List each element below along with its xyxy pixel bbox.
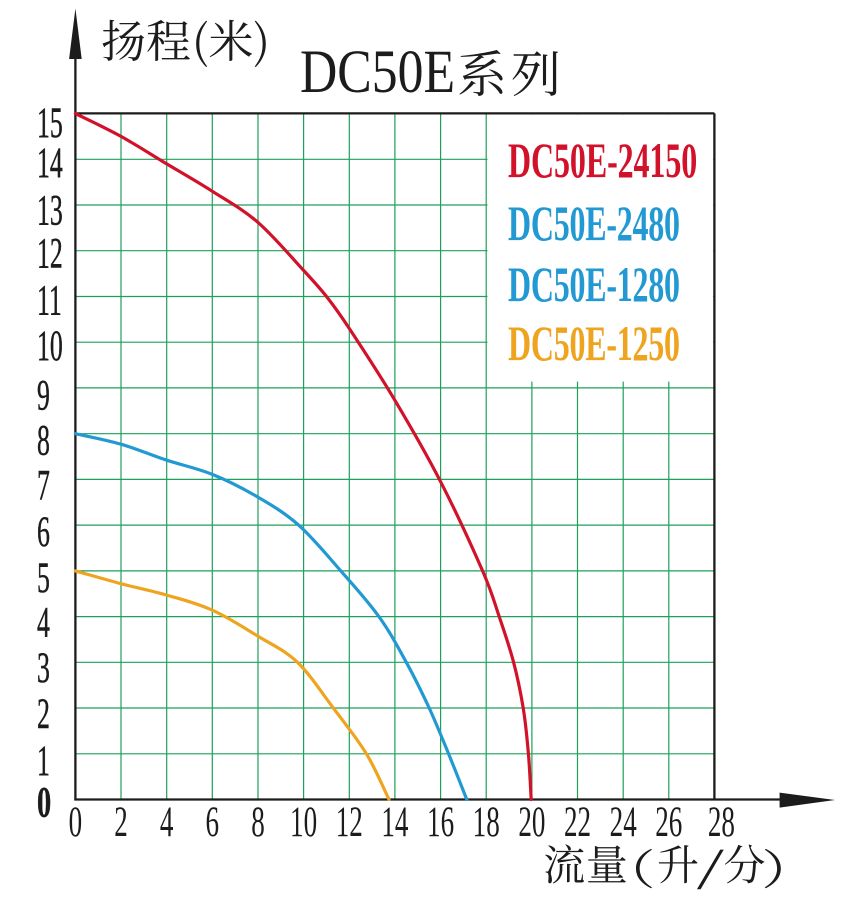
svg-text:9: 9: [37, 371, 50, 420]
svg-text:18: 18: [473, 798, 500, 846]
svg-text:8: 8: [251, 798, 265, 846]
svg-text:6: 6: [206, 798, 220, 846]
svg-text:7: 7: [37, 461, 50, 510]
svg-text:0: 0: [69, 798, 83, 846]
svg-text:12: 12: [37, 229, 63, 278]
svg-text:4: 4: [160, 798, 174, 846]
svg-text:DC50E-2480: DC50E-2480: [508, 197, 680, 252]
svg-text:12: 12: [336, 798, 363, 846]
svg-text:22: 22: [564, 798, 591, 846]
svg-text:DC50E-1250: DC50E-1250: [508, 317, 680, 372]
svg-text:14: 14: [37, 138, 63, 187]
svg-text:20: 20: [518, 798, 545, 846]
svg-text:28: 28: [708, 798, 735, 846]
svg-text:8: 8: [37, 415, 50, 464]
svg-text:10: 10: [37, 321, 63, 370]
svg-text:11: 11: [37, 276, 62, 325]
svg-text:4: 4: [37, 598, 50, 647]
svg-text:1: 1: [37, 736, 50, 785]
svg-text:15: 15: [37, 98, 63, 147]
svg-text:13: 13: [37, 186, 63, 235]
svg-text:3: 3: [37, 643, 50, 692]
svg-text:14: 14: [381, 798, 408, 846]
svg-text:DC50E-24150: DC50E-24150: [508, 134, 697, 189]
svg-text:6: 6: [37, 507, 50, 556]
svg-text:2: 2: [37, 689, 50, 738]
svg-text:DC50E-1280: DC50E-1280: [508, 258, 680, 313]
svg-text:24: 24: [610, 798, 637, 846]
svg-text:0: 0: [37, 779, 51, 826]
svg-text:DC50E: DC50E: [300, 39, 455, 106]
svg-text:5: 5: [37, 553, 50, 602]
svg-text:10: 10: [290, 798, 317, 846]
svg-text:16: 16: [427, 798, 454, 846]
svg-text:26: 26: [655, 798, 682, 846]
svg-text:2: 2: [114, 798, 128, 846]
